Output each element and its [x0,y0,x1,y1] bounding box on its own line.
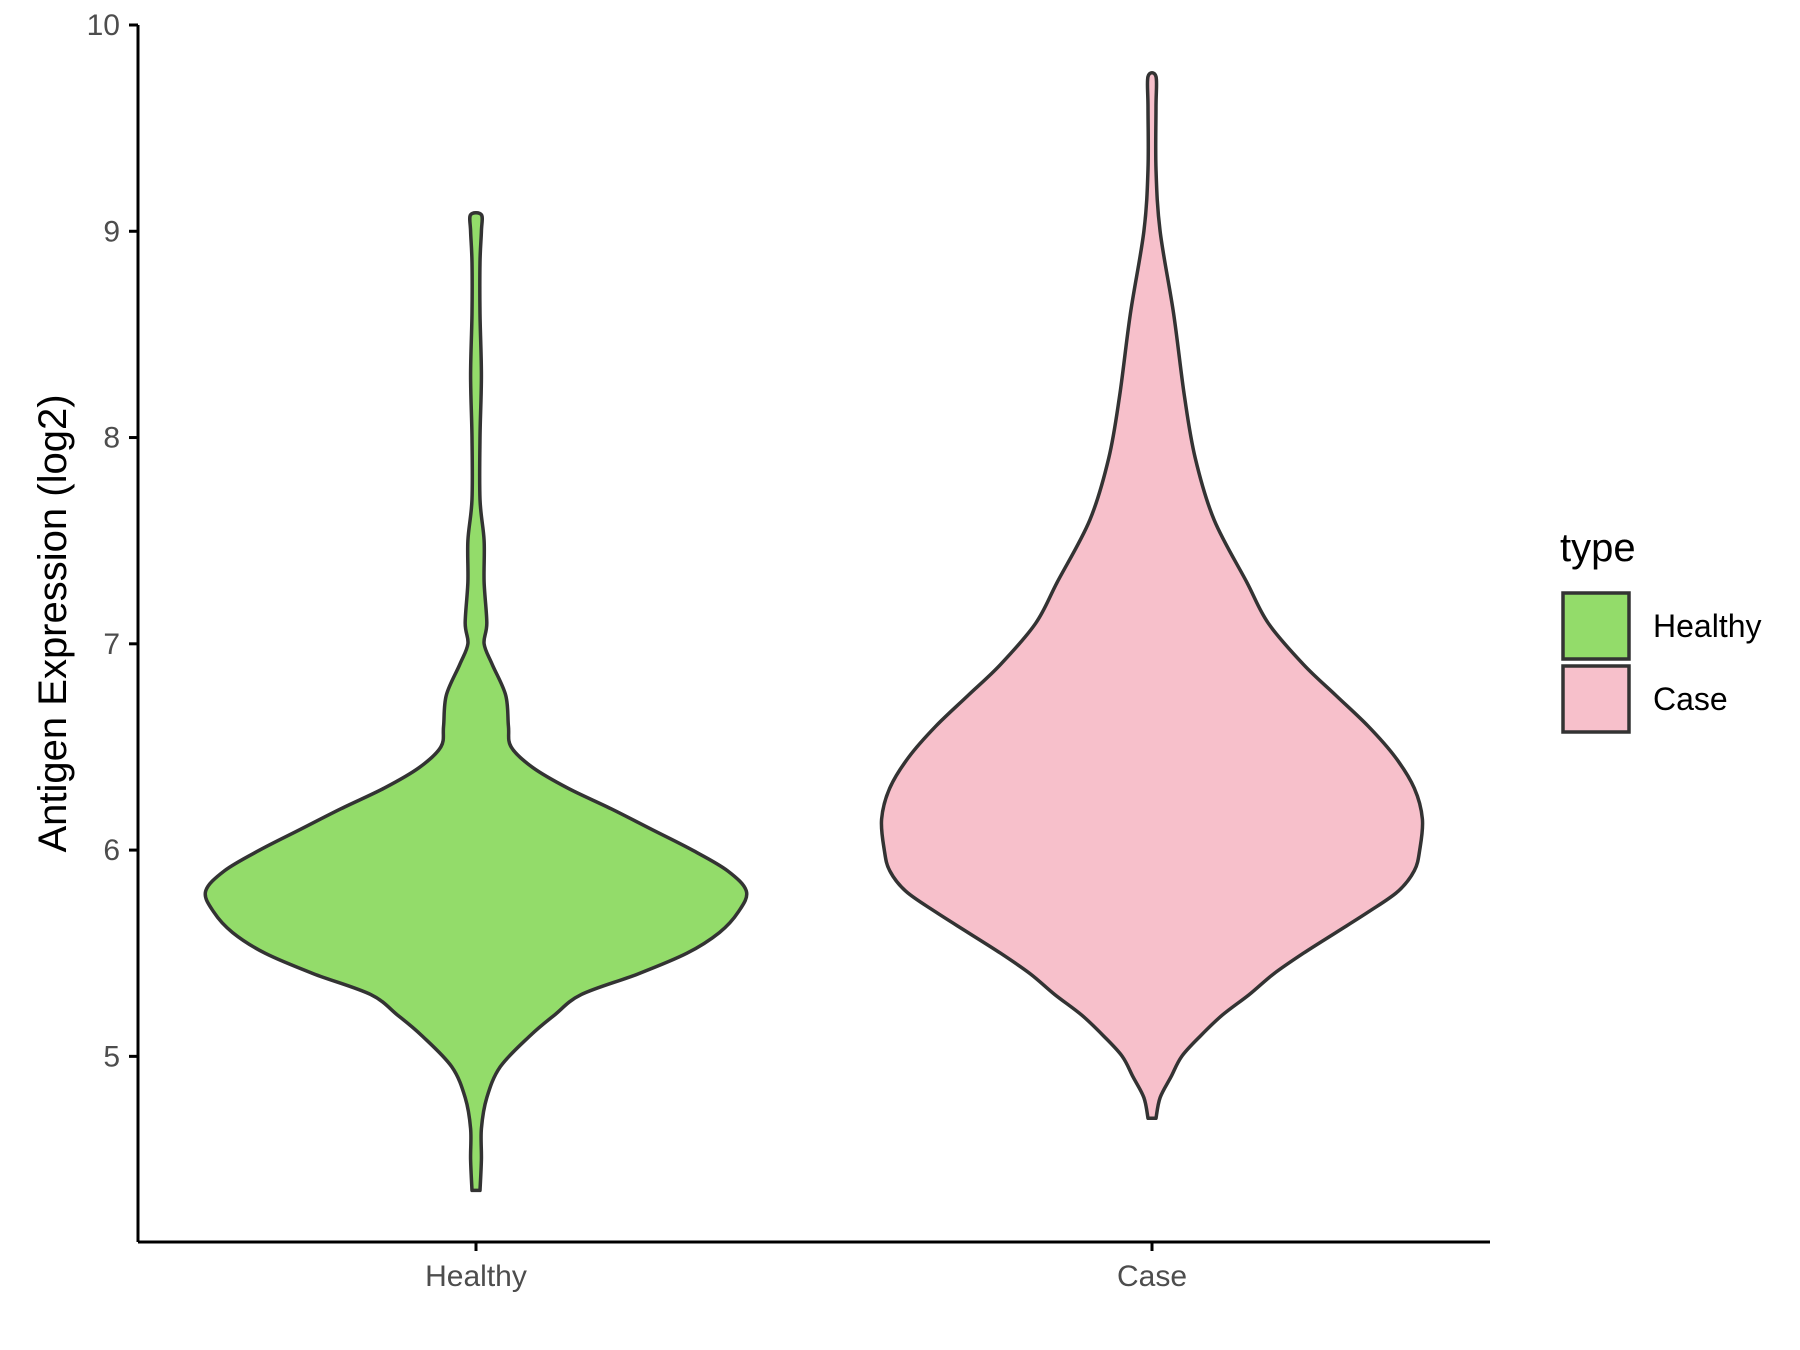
x-tick-label: Case [1117,1260,1187,1293]
x-tick-label: Healthy [425,1260,527,1293]
legend-label-case: Case [1653,681,1728,717]
legend-entries: Healthy Case [1561,591,1762,734]
legend-swatch-case [1561,664,1631,734]
y-tick-label: 8 [103,422,120,455]
y-tick-label: 5 [103,1040,120,1073]
y-tick-label: 9 [103,215,120,248]
y-axis-title: Antigen Expression (log2) [31,394,75,852]
axes: 5 6 7 8 9 10 Healthy Case [87,9,1490,1293]
legend-title: type [1560,526,1636,570]
x-axis-ticks: Healthy Case [425,1242,1187,1293]
y-axis-ticks: 5 6 7 8 9 10 [87,9,138,1073]
legend-label-healthy: Healthy [1653,608,1762,644]
legend-swatch-healthy [1561,591,1631,661]
y-tick-label: 7 [103,628,120,661]
violin-healthy [203,210,749,1193]
legend: type Healthy Case [1560,526,1762,734]
y-tick-label: 6 [103,834,120,867]
violin-layer [203,70,1425,1193]
violin-case [879,70,1425,1120]
y-tick-label: 10 [87,9,120,42]
